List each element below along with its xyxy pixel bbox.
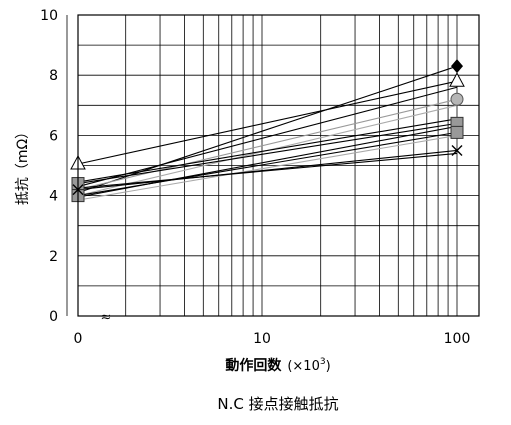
data-point-cross bbox=[451, 144, 463, 156]
x-tick-label: 0 bbox=[74, 331, 83, 347]
data-point-circle bbox=[450, 92, 464, 106]
x-axis-label-text: 動作回数 bbox=[225, 357, 282, 374]
y-axis-label: 抵抗（mΩ） bbox=[15, 125, 31, 205]
y-tick-label: 10 bbox=[40, 8, 58, 24]
x-tick-labels: 0 10 100 bbox=[74, 331, 471, 347]
x-tick-label: 10 bbox=[253, 331, 271, 347]
series-line bbox=[77, 98, 458, 191]
y-tick-labels: 0 2 4 6 8 10 bbox=[40, 8, 58, 325]
y-tick-label: 8 bbox=[49, 68, 58, 84]
x-axis-label-unit-close: ) bbox=[326, 359, 331, 374]
series-line bbox=[77, 152, 458, 189]
y-tick-label: 0 bbox=[49, 309, 58, 325]
series-line bbox=[77, 122, 458, 185]
plot-frame bbox=[77, 14, 480, 317]
y-tick-label: 6 bbox=[49, 128, 58, 144]
marker-layer bbox=[70, 59, 465, 203]
x-axis-label-unit-exp: 3 bbox=[320, 357, 326, 367]
series-layer bbox=[77, 65, 458, 201]
x-axis-break-mark: ≈ bbox=[101, 310, 112, 325]
chart-title: N.C 接点接触抵抗 bbox=[217, 395, 338, 413]
series-line bbox=[77, 65, 458, 194]
data-point-triangle bbox=[449, 72, 465, 87]
series-line bbox=[77, 86, 458, 188]
x-axis-label: 動作回数 (×103) bbox=[225, 357, 330, 374]
y-tick-label: 4 bbox=[49, 189, 58, 205]
series-line bbox=[77, 80, 458, 165]
x-axis-label-unit: (×10 bbox=[287, 359, 320, 374]
series-line bbox=[77, 134, 458, 201]
series-line bbox=[77, 118, 458, 183]
series-line bbox=[77, 149, 458, 191]
data-point-square bbox=[450, 125, 464, 139]
x-tick-label: 100 bbox=[444, 331, 471, 347]
series-line bbox=[77, 131, 458, 197]
data-point-diamond bbox=[451, 59, 463, 74]
y-tick-label: 2 bbox=[49, 249, 58, 265]
